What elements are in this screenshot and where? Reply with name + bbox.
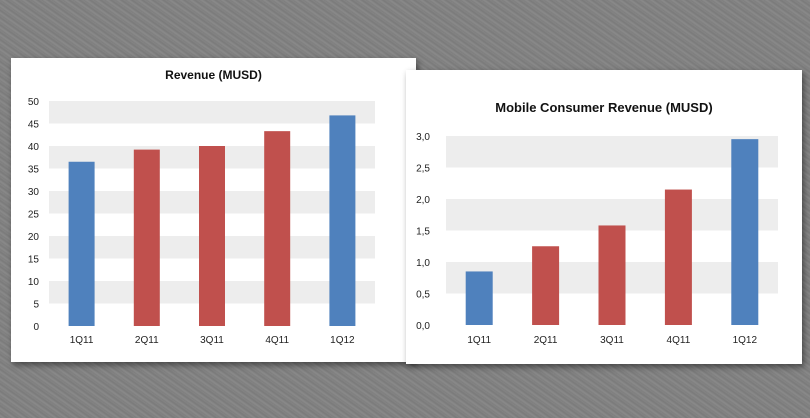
x-tick-label: 4Q11	[265, 335, 289, 346]
y-tick-label: 2,0	[416, 195, 430, 206]
y-tick-label: 40	[28, 142, 40, 153]
x-tick-label: 1Q12	[330, 335, 355, 346]
y-tick-label: 15	[28, 255, 40, 266]
y-tick-label: 30	[28, 187, 40, 198]
bar-4q11	[664, 189, 692, 325]
x-tick-label: 1Q11	[70, 335, 94, 346]
y-tick-label: 35	[28, 165, 40, 176]
y-tick-label: 2,5	[416, 164, 430, 175]
y-tick-label: 20	[28, 232, 40, 243]
y-tick-label: 10	[28, 277, 40, 288]
x-tick-label: 2Q11	[534, 335, 558, 346]
bar-2q11	[133, 149, 160, 326]
x-tick-label: 3Q11	[600, 335, 624, 346]
x-tick-label: 3Q11	[200, 335, 224, 346]
bar-3q11	[199, 146, 225, 326]
grid-band	[49, 101, 375, 124]
grid-band	[446, 136, 778, 168]
bar-1q12	[731, 139, 759, 325]
bar-3q11	[598, 225, 626, 325]
y-tick-label: 1,5	[416, 227, 430, 238]
bar-1q11	[68, 161, 95, 326]
mobile-revenue-chart: 0,0 0,5 1,0 1,5 2,0 2,5 3,0 1Q11 2Q11 3Q11 4Q11 1Q1…	[416, 132, 778, 346]
bar-4q11	[264, 131, 291, 326]
y-tick-label: 45	[28, 120, 40, 131]
revenue-chart-panel: Revenue (MUSD) 0 5 10 15 20 25 30 35 40 45 50 1Q11 2…	[11, 58, 416, 362]
chart-title: Revenue (MUSD)	[165, 68, 262, 82]
grid-band	[446, 199, 778, 231]
bar-1q12	[329, 115, 356, 327]
x-tick-label: 1Q11	[467, 335, 491, 346]
y-tick-label: 5	[33, 300, 39, 311]
y-tick-label: 3,0	[416, 132, 430, 143]
y-tick-label: 25	[28, 210, 40, 221]
x-tick-label: 4Q11	[667, 335, 691, 346]
mobile-revenue-chart-panel: Mobile Consumer Revenue (MUSD) 0,0 0,5 1,0…	[406, 70, 802, 364]
x-tick-label: 2Q11	[135, 335, 159, 346]
y-tick-label: 50	[28, 97, 40, 108]
y-tick-label: 0	[33, 322, 39, 333]
x-tick-label: 1Q12	[733, 335, 758, 346]
y-tick-label: 0,5	[416, 290, 430, 301]
bar-2q11	[532, 246, 560, 325]
y-tick-label: 0,0	[416, 321, 430, 332]
y-tick-label: 1,0	[416, 258, 430, 269]
bar-1q11	[465, 271, 493, 325]
revenue-chart: 0 5 10 15 20 25 30 35 40 45 50 1Q11 2Q11 3Q11 4Q11 1Q12	[28, 97, 375, 346]
chart-title: Mobile Consumer Revenue (MUSD)	[495, 100, 713, 115]
